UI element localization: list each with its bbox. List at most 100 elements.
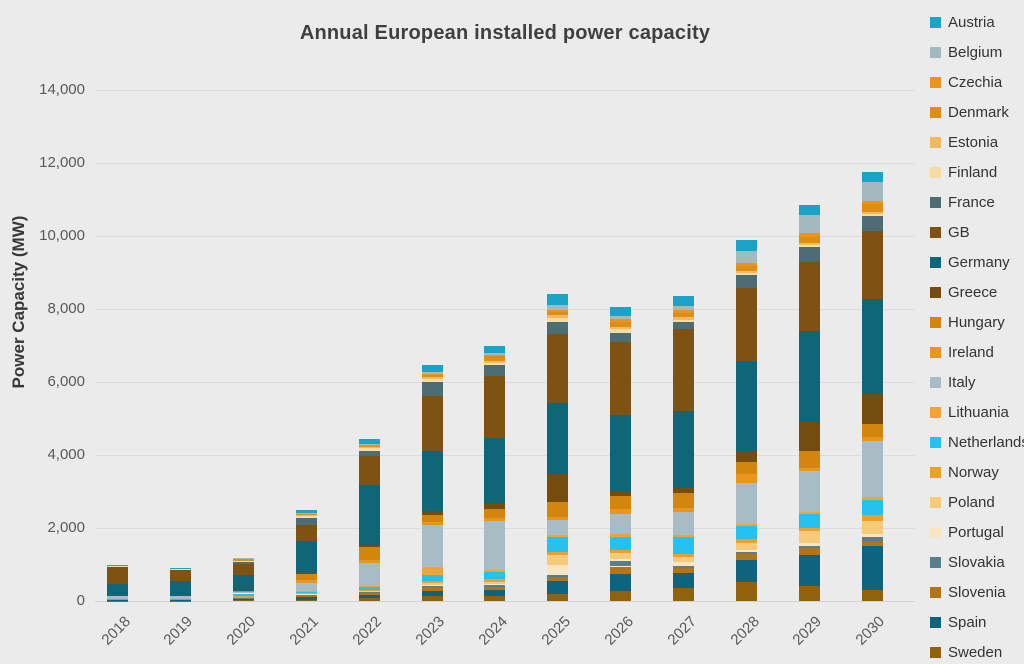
bar-segment-2029-norway <box>798 527 820 531</box>
bar-segment-2030-netherlands <box>861 500 883 516</box>
bar-segment-2025-netherlands <box>547 537 569 553</box>
bar-segment-2018-gb <box>107 567 128 584</box>
bar-segment-2025-hungary <box>547 501 569 517</box>
bar-segment-2020-gb <box>232 563 254 575</box>
bar-segment-2028-netherlands <box>736 525 757 539</box>
legend-item-austria: Austria <box>930 7 1024 37</box>
bar-segment-2020-netherlands <box>232 593 254 597</box>
bar-segment-2022-estonia <box>358 446 380 449</box>
bar-segment-2025-lithuania <box>547 535 569 538</box>
bar-segment-2030-greece <box>861 394 883 424</box>
bar-segment-2025-slovenia <box>547 576 569 582</box>
bar-segment-2026-hungary <box>610 495 632 509</box>
bar-segment-2027-sweden <box>673 588 695 601</box>
bar-segment-2030-germany <box>861 299 883 395</box>
legend-label-slovakia: Slovakia <box>948 553 1005 571</box>
bar-segment-2028-germany <box>736 361 757 451</box>
legend-label-czechia: Czechia <box>948 73 1003 91</box>
y-tick-label: 0 <box>76 592 85 609</box>
bar-segment-2026-austria <box>610 307 632 317</box>
x-tick-label-2021: 2021 <box>286 613 323 649</box>
bar-segment-2030-italy <box>861 440 883 497</box>
bar-segment-2025-gb <box>547 333 569 404</box>
legend-item-greece: Greece <box>930 277 1024 307</box>
bar-segment-2022-france <box>358 450 380 456</box>
legend-label-greece: Greece <box>948 283 998 301</box>
bar-segment-2018-france <box>107 566 128 568</box>
bar-segment-2024-germany <box>484 438 506 504</box>
legend-swatch-germany <box>930 256 941 268</box>
bar-segment-2020-denmark <box>232 559 254 561</box>
legend-swatch-italy <box>930 376 941 388</box>
bar-segment-2025-greece <box>547 474 569 502</box>
bar-segment-2023-slovenia <box>421 587 443 591</box>
bar-segment-2030-estonia <box>861 211 883 214</box>
bar-segment-2028-ireland <box>736 474 757 484</box>
legend-label-italy: Italy <box>948 373 976 391</box>
bar-segment-2022-sweden <box>358 598 380 601</box>
legend-item-portugal: Portugal <box>930 517 1024 547</box>
gridline-8000 <box>95 309 915 310</box>
bar-segment-2029-ireland <box>798 467 820 472</box>
bar-segment-2026-portugal <box>610 558 632 562</box>
bar-segment-2023-gb <box>421 396 443 451</box>
bar-segment-2027-denmark <box>673 313 695 318</box>
bar-segment-2025-czechia <box>547 309 569 312</box>
bar-segment-2030-norway <box>861 515 883 521</box>
bar-segment-2024-sweden <box>484 596 506 601</box>
legend-swatch-slovenia <box>930 586 941 598</box>
bar-2029 <box>798 204 820 601</box>
bar-segment-2028-estonia <box>736 270 757 273</box>
bar-segment-2019-gb <box>169 570 191 582</box>
bar-segment-2026-estonia <box>610 326 632 330</box>
y-tick-label: 6,000 <box>47 373 85 390</box>
bar-segment-2025-sweden <box>547 594 569 601</box>
bar-segment-2021-ireland <box>295 579 317 583</box>
bar-2019 <box>169 568 191 601</box>
bar-segment-2028-sweden <box>736 581 757 601</box>
legend-swatch-gb <box>930 226 941 238</box>
bar-segment-2023-italy <box>421 525 443 568</box>
bar-segment-2024-poland <box>484 582 506 585</box>
bar-segment-2018-italy <box>107 596 128 600</box>
bar-segment-2020-italy <box>232 592 254 594</box>
bar-segment-2022-germany <box>358 484 380 546</box>
bar-segment-2026-belgium <box>610 316 632 320</box>
bar-segment-2021-greece <box>295 572 317 574</box>
bar-segment-2025-estonia <box>547 314 569 318</box>
bar-segment-2022-gb <box>358 455 380 485</box>
bar-segment-2025-ireland <box>547 516 569 521</box>
bar-segment-2020-spain <box>232 598 254 600</box>
bar-segment-2024-portugal <box>484 584 506 586</box>
bar-segment-2029-finland <box>798 244 820 247</box>
bar-segment-2024-netherlands <box>484 571 506 580</box>
bar-segment-2024-czechia <box>484 354 506 357</box>
y-tick-label: 2,000 <box>47 519 85 536</box>
bar-segment-2021-italy <box>295 582 317 592</box>
bar-segment-2026-poland <box>610 553 632 559</box>
bar-segment-2020-norway <box>232 596 254 599</box>
bar-segment-2022-lithuania <box>358 585 380 587</box>
legend-item-estonia: Estonia <box>930 127 1024 157</box>
bar-segment-2030-spain <box>861 546 883 590</box>
x-tick-label-2030: 2030 <box>852 613 889 649</box>
bar-segment-2023-denmark <box>421 375 443 378</box>
bar-segment-2027-finland <box>673 319 695 322</box>
legend-swatch-estonia <box>930 136 941 148</box>
x-tick-label-2019: 2019 <box>160 613 197 649</box>
legend-item-norway: Norway <box>930 457 1024 487</box>
bar-segment-2027-gb <box>673 329 695 412</box>
legend-label-netherlands: Netherlands <box>948 433 1024 451</box>
bar-segment-2029-poland <box>798 530 820 544</box>
gridline-10000 <box>95 236 915 237</box>
bar-segment-2025-norway <box>547 552 569 555</box>
x-tick-label-2026: 2026 <box>601 613 637 649</box>
bar-segment-2026-slovakia <box>610 561 632 567</box>
bar-segment-2026-slovenia <box>610 566 632 574</box>
bar-segment-2022-poland <box>358 591 380 592</box>
bar-segment-2022-slovakia <box>358 592 380 593</box>
bar-segment-2024-norway <box>484 579 506 582</box>
y-tick-label: 4,000 <box>47 446 85 463</box>
bar-segment-2021-sweden <box>295 599 317 601</box>
legend-item-ireland: Ireland <box>930 337 1024 367</box>
